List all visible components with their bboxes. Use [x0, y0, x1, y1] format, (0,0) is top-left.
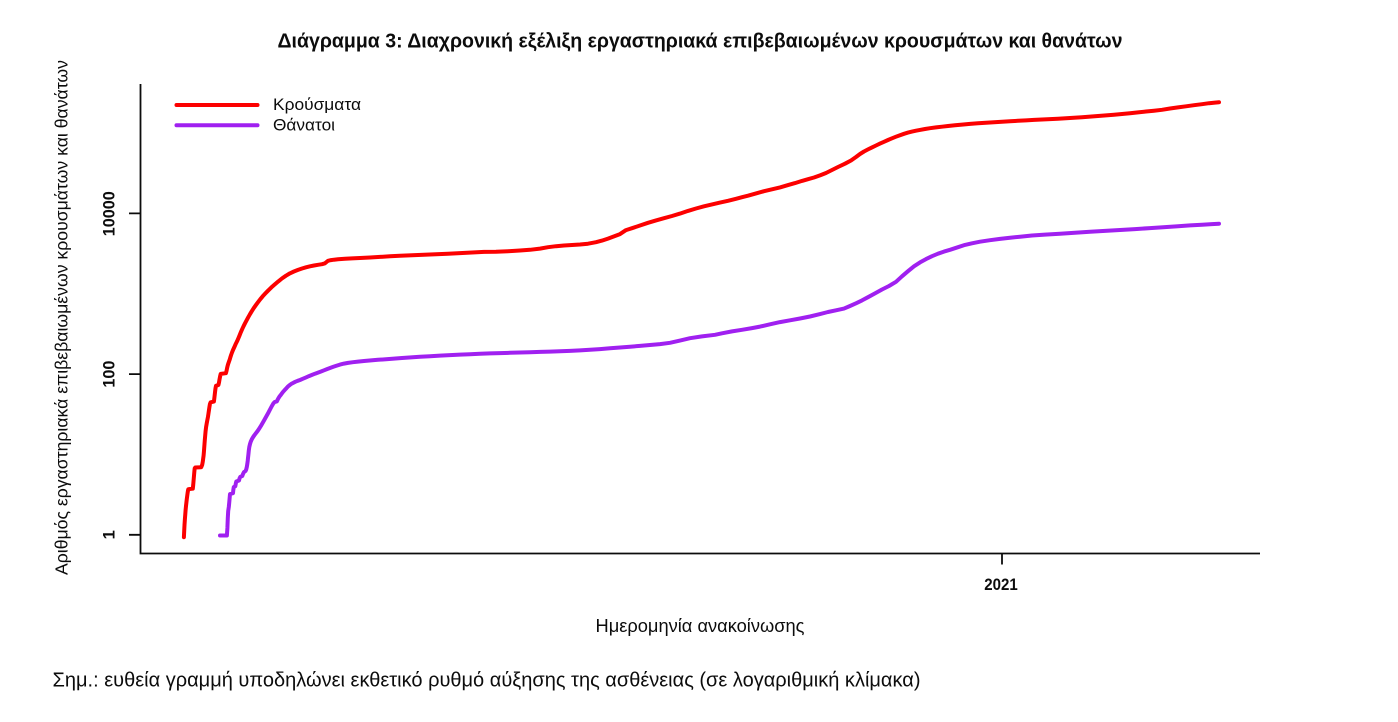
svg-text:1: 1	[101, 530, 119, 539]
svg-text:Θάνατοι: Θάνατοι	[273, 115, 335, 134]
svg-text:10000: 10000	[101, 191, 119, 236]
svg-text:2021: 2021	[984, 576, 1018, 594]
svg-text:Διάγραμμα 3: Διαχρονική εξέλιξ: Διάγραμμα 3: Διαχρονική εξέλιξη εργαστηρ…	[278, 31, 1123, 53]
svg-text:100: 100	[101, 361, 119, 388]
svg-text:Αριθμός εργαστηριακά επιβεβαιω: Αριθμός εργαστηριακά επιβεβαιωμένων κρου…	[52, 60, 72, 575]
svg-text:Ημερομηνία ανακοίνωσης: Ημερομηνία ανακοίνωσης	[596, 616, 805, 636]
svg-text:Σημ.: ευθεία γραμμή υποδηλώνει: Σημ.: ευθεία γραμμή υποδηλώνει εκθετικό …	[53, 670, 921, 692]
svg-text:Κρούσματα: Κρούσματα	[273, 95, 361, 114]
